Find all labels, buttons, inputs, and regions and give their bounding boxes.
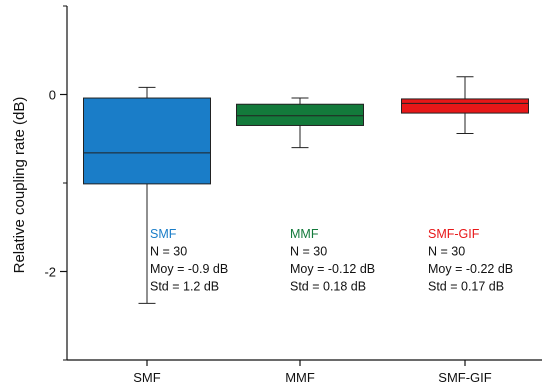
- annotation-line: Std = 1.2 dB: [150, 280, 219, 294]
- annotation-line: N = 30: [428, 245, 465, 259]
- box-iqr: [401, 98, 529, 114]
- x-tick-label: SMF-GIF: [438, 370, 491, 385]
- annotation-line: Std = 0.18 dB: [290, 280, 366, 294]
- annotations: SMF N = 30 Moy = -0.9 dB Std = 1.2 dB MMF N =…: [150, 227, 513, 294]
- annotation-line: Moy = -0.12 dB: [290, 262, 375, 276]
- annotation-line: Std = 0.17 dB: [428, 280, 504, 294]
- annotation-title: SMF: [150, 227, 177, 241]
- y-axis-label: Relative coupling rate (dB): [11, 97, 28, 274]
- annotation-title: SMF-GIF: [428, 227, 480, 241]
- annotation-line: Moy = -0.9 dB: [150, 262, 228, 276]
- annotation-mmf: MMF N = 30 Moy = -0.12 dB Std = 0.18 dB: [290, 227, 375, 294]
- box-smf-gif: [401, 76, 529, 134]
- box-iqr: [236, 103, 364, 126]
- annotation-smf-gif: SMF-GIF N = 30 Moy = -0.22 dB Std = 0.17 dB: [428, 227, 513, 294]
- annotation-title: MMF: [290, 227, 319, 241]
- box-mmf: [236, 97, 364, 149]
- x-tick-label: SMF: [133, 370, 161, 385]
- boxes: [83, 76, 529, 304]
- annotation-smf: SMF N = 30 Moy = -0.9 dB Std = 1.2 dB: [150, 227, 228, 294]
- y-tick-label: -2: [44, 265, 56, 280]
- annotation-line: Moy = -0.22 dB: [428, 262, 513, 276]
- box-iqr: [83, 97, 211, 185]
- y-tick-label: 0: [49, 88, 56, 103]
- axes: 0 -2 SMF MMF SMF-GIF: [44, 5, 542, 385]
- annotation-line: N = 30: [150, 245, 187, 259]
- x-tick-label: MMF: [285, 370, 315, 385]
- box-smf: [83, 86, 211, 304]
- annotation-line: N = 30: [290, 245, 327, 259]
